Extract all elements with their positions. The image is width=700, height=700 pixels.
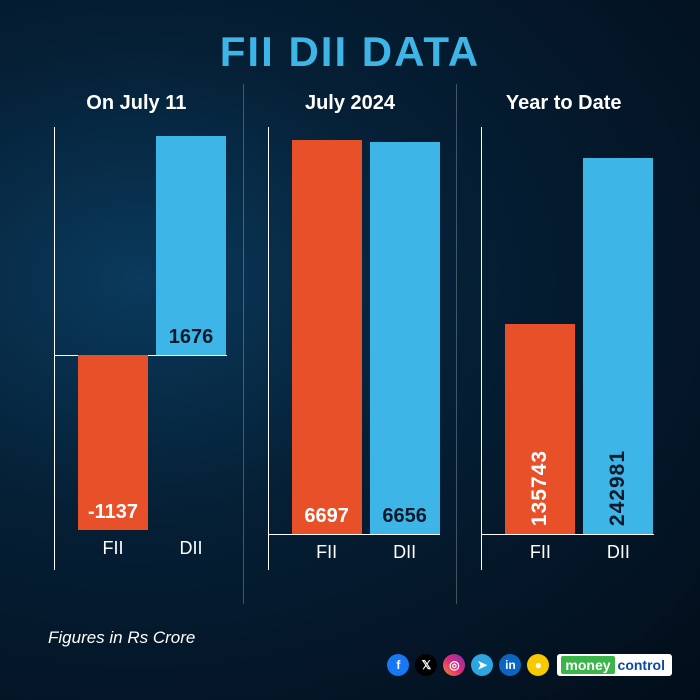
category-label: FII	[78, 538, 148, 559]
panel: Year to Date 135743 FII 242981 DII	[456, 84, 670, 604]
facebook-icon[interactable]: f	[387, 654, 409, 676]
bar-dii: 1676	[156, 136, 226, 355]
koo-icon[interactable]: ●	[527, 654, 549, 676]
bar-dii: 6656	[370, 142, 440, 534]
bar-fii: 6697	[292, 140, 362, 534]
bar-value-label: 1676	[156, 326, 226, 349]
category-label: DII	[370, 542, 440, 563]
brand-logo: money control	[557, 654, 672, 676]
panel: July 2024 6697 FII 6656 DII	[243, 84, 457, 604]
bar-value-label: 6656	[370, 505, 440, 528]
bar-fii: 135743	[505, 324, 575, 534]
chart-area: 135743 FII 242981 DII	[463, 127, 664, 604]
panel-title: Year to Date	[506, 92, 622, 115]
brand-part2: control	[615, 656, 668, 674]
panels-container: On July 11 -1137 FII 1676 DII July 2024 6697 FI…	[0, 84, 700, 604]
linkedin-icon[interactable]: in	[499, 654, 521, 676]
brand-part1: money	[561, 656, 614, 674]
telegram-icon[interactable]: ➤	[471, 654, 493, 676]
bar-fii: -1137	[78, 355, 148, 530]
panel: On July 11 -1137 FII 1676 DII	[30, 84, 243, 604]
category-label: FII	[505, 542, 575, 563]
category-label: DII	[583, 542, 653, 563]
panel-title: On July 11	[86, 92, 186, 115]
bar-value-label: 242981	[606, 450, 630, 526]
social-icons: f𝕏 ◎ ➤ in ●	[387, 654, 549, 676]
bars: 6697 FII 6656 DII	[268, 127, 441, 604]
bar-dii: 242981	[583, 158, 653, 535]
bar-value-label: 6697	[292, 505, 362, 528]
category-label: FII	[292, 542, 362, 563]
chart-title: FII DII DATA	[0, 0, 700, 84]
bars: 135743 FII 242981 DII	[481, 127, 654, 604]
bars: -1137 FII 1676 DII	[54, 127, 227, 604]
category-label: DII	[156, 538, 226, 559]
bar-value-label: -1137	[78, 501, 148, 524]
bar-value-label: 135743	[528, 450, 552, 526]
footnote: Figures in Rs Crore	[48, 628, 195, 648]
x-icon[interactable]: 𝕏	[415, 654, 437, 676]
panel-title: July 2024	[305, 92, 395, 115]
instagram-icon[interactable]: ◎	[443, 654, 465, 676]
footer: f𝕏 ◎ ➤ in ● money control	[387, 654, 672, 676]
chart-area: 6697 FII 6656 DII	[250, 127, 451, 604]
chart-area: -1137 FII 1676 DII	[36, 127, 237, 604]
